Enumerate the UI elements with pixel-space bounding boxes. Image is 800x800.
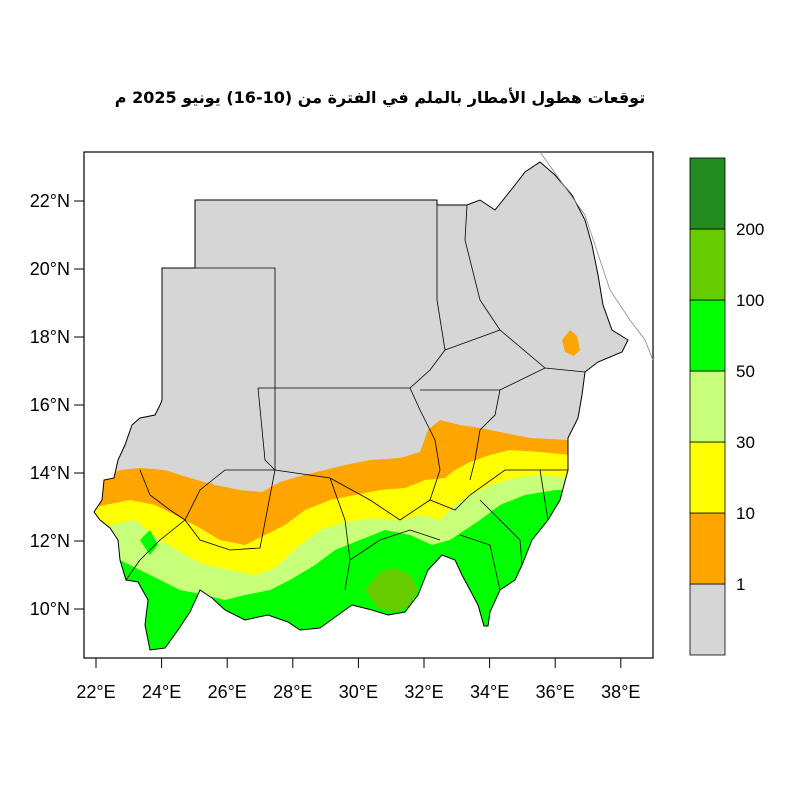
colorbar-box bbox=[689, 583, 726, 656]
rain-patch-100-200 bbox=[365, 568, 418, 612]
lon-tick-label: 22°E bbox=[76, 682, 115, 702]
colorbar-label: 1 bbox=[736, 575, 745, 594]
lon-tick-label: 24°E bbox=[142, 682, 181, 702]
lat-tick-label: 18°N bbox=[30, 327, 70, 347]
longitude-ticks: 22°E 24°E 26°E 28°E 30°E 32°E 34°E 36°E 38°E bbox=[76, 658, 640, 702]
lat-tick-label: 12°N bbox=[30, 531, 70, 551]
rain-spot-northeast bbox=[562, 330, 580, 356]
sudan-outline bbox=[93, 161, 629, 651]
lon-tick-label: 30°E bbox=[339, 682, 378, 702]
colorbar-box bbox=[689, 157, 726, 230]
lat-tick-label: 16°N bbox=[30, 395, 70, 415]
colorbar-box bbox=[689, 441, 726, 514]
colorbar-box bbox=[689, 228, 726, 301]
map-title: توقعات هطول الأمطار بالملم في الفترة من … bbox=[114, 88, 646, 107]
lat-tick-label: 22°N bbox=[30, 191, 70, 211]
rain-spot-central bbox=[206, 482, 216, 498]
colorbar-label: 100 bbox=[736, 291, 764, 310]
lon-tick-label: 28°E bbox=[273, 682, 312, 702]
lat-tick-label: 20°N bbox=[30, 259, 70, 279]
colorbar-label: 10 bbox=[736, 504, 755, 523]
lon-tick-label: 38°E bbox=[601, 682, 640, 702]
colorbar-box bbox=[689, 299, 726, 372]
colorbar-label: 30 bbox=[736, 433, 755, 452]
lon-tick-label: 36°E bbox=[536, 682, 575, 702]
lon-tick-label: 26°E bbox=[208, 682, 247, 702]
colorbar-box bbox=[689, 370, 726, 443]
red-sea-coast bbox=[539, 151, 654, 361]
lon-tick-label: 32°E bbox=[404, 682, 443, 702]
latitude-ticks: 10°N 12°N 14°N 16°N 18°N 20°N 22°N bbox=[30, 191, 84, 619]
lat-tick-label: 10°N bbox=[30, 599, 70, 619]
state-boundaries bbox=[125, 204, 586, 591]
colorbar: 1 10 30 50 100 200 bbox=[689, 157, 764, 656]
lat-tick-label: 14°N bbox=[30, 463, 70, 483]
rain-patch-west bbox=[140, 530, 158, 555]
colorbar-label: 50 bbox=[736, 362, 755, 381]
colorbar-label: 200 bbox=[736, 220, 764, 239]
lon-tick-label: 34°E bbox=[470, 682, 509, 702]
colorbar-box bbox=[689, 512, 726, 585]
